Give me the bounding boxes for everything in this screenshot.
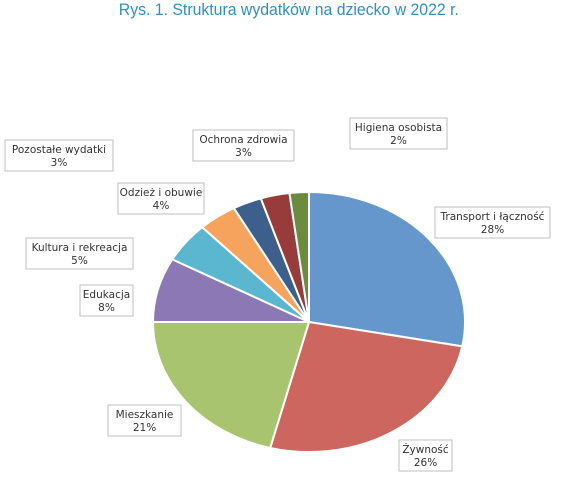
chart-title: Rys. 1. Struktura wydatków na dziecko w … bbox=[0, 0, 577, 20]
pie-slice-9 bbox=[288, 190, 310, 323]
slice-category-label: Higiena osobista bbox=[355, 122, 442, 134]
slice-category-label: Ochrona zdrowia bbox=[199, 134, 287, 146]
pie-slice-1 bbox=[308, 190, 466, 348]
slice-percent-label: 3% bbox=[51, 157, 68, 169]
pie-slice-2 bbox=[268, 320, 464, 453]
slice-category-label: Kultura i rekreacja bbox=[32, 242, 128, 254]
slice-percent-label: 3% bbox=[235, 147, 252, 159]
slice-category-label: Edukacja bbox=[83, 289, 130, 301]
pie-slice-3 bbox=[151, 321, 311, 450]
slice-percent-label: 2% bbox=[390, 135, 407, 147]
slice-category-label: Żywność bbox=[402, 443, 449, 456]
slice-category-label: Mieszkanie bbox=[116, 409, 174, 421]
label-box bbox=[398, 439, 453, 472]
label-box bbox=[107, 404, 182, 437]
label-box bbox=[79, 284, 134, 317]
label-box bbox=[25, 237, 134, 270]
slice-percent-label: 26% bbox=[414, 457, 437, 469]
label-box bbox=[117, 182, 205, 215]
slice-category-label: Pozostałe wydatki bbox=[12, 144, 106, 156]
slice-percent-label: 5% bbox=[71, 255, 88, 267]
slice-percent-label: 21% bbox=[133, 422, 156, 434]
slice-percent-label: 28% bbox=[481, 224, 504, 236]
label-box bbox=[434, 206, 551, 239]
chart-title-text: Rys. 1. Struktura wydatków na dziecko w … bbox=[118, 0, 459, 19]
pie-slices bbox=[151, 190, 466, 453]
slice-percent-label: 8% bbox=[98, 302, 115, 314]
label-box bbox=[192, 129, 295, 162]
label-box bbox=[349, 117, 448, 150]
slice-category-label: Transport i łączność bbox=[440, 211, 545, 223]
slice-category-label: Odzież i obuwie bbox=[120, 187, 203, 199]
label-box bbox=[4, 139, 114, 172]
slice-percent-label: 4% bbox=[153, 200, 170, 212]
